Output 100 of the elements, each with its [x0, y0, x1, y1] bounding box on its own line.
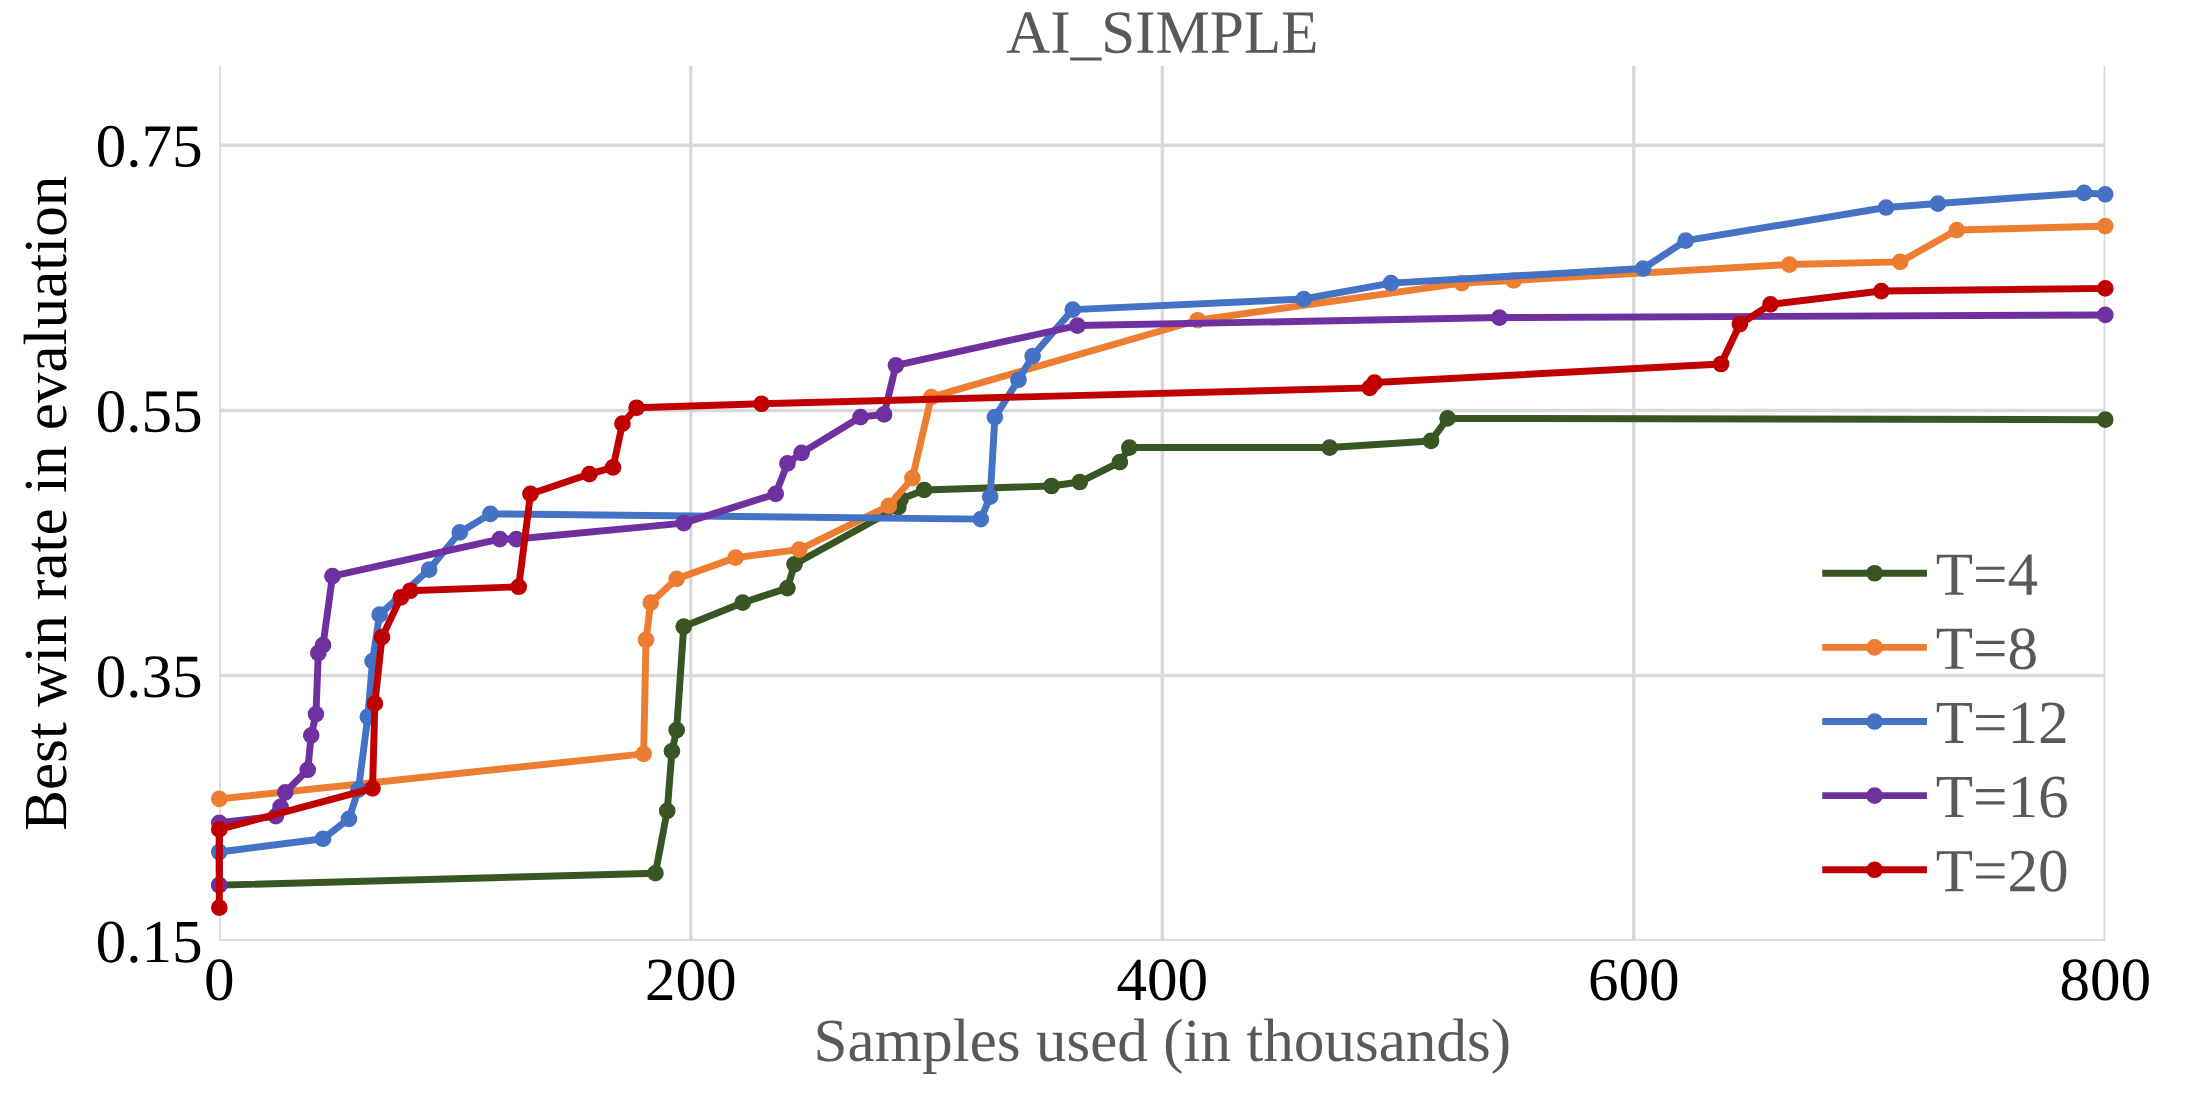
point — [1872, 282, 1890, 300]
point — [663, 742, 681, 760]
x-tick-label: 800 — [2061, 959, 2149, 1001]
point — [972, 510, 990, 528]
y-tick-label: 0.15 — [98, 921, 201, 963]
point — [1948, 221, 1966, 239]
point — [727, 549, 744, 566]
point — [314, 830, 332, 848]
legend-label: T=20 — [1936, 850, 2067, 892]
point — [314, 636, 332, 654]
point — [1043, 477, 1060, 495]
point — [642, 594, 660, 612]
x-axis-title: Samples used (in thousands) — [817, 1018, 1509, 1074]
point — [1491, 309, 1508, 326]
point — [852, 408, 869, 426]
point — [786, 555, 803, 573]
legend-label: T=4 — [1936, 554, 2038, 595]
point — [1111, 453, 1129, 471]
point — [1295, 290, 1313, 308]
point — [522, 485, 539, 503]
point — [1731, 315, 1749, 333]
point — [1712, 355, 1730, 373]
point — [210, 899, 228, 917]
point — [628, 399, 645, 417]
point — [2096, 217, 2114, 235]
point — [668, 721, 685, 739]
point — [647, 864, 664, 882]
point — [373, 628, 391, 646]
chart-title: AI_SIMPLE — [1006, 12, 1316, 61]
point — [210, 821, 228, 838]
point — [1929, 195, 1947, 212]
y-axis-title: Best win rate in evaluation — [23, 176, 67, 830]
point — [210, 790, 228, 808]
point — [635, 745, 652, 763]
point — [340, 810, 358, 828]
point — [1321, 439, 1339, 456]
point — [1781, 256, 1798, 273]
point — [915, 481, 933, 499]
x-tick-label: 400 — [1117, 959, 1206, 1001]
y-tick-label: 0.35 — [98, 656, 201, 698]
point — [604, 459, 622, 476]
legend-label: T=16 — [1936, 776, 2067, 818]
point — [364, 780, 381, 797]
point — [1891, 253, 1909, 271]
point — [371, 606, 388, 623]
point — [790, 541, 808, 558]
point — [420, 561, 438, 578]
point — [1677, 232, 1694, 250]
point — [1120, 439, 1138, 456]
point — [675, 618, 693, 635]
point — [581, 465, 598, 483]
point — [753, 395, 770, 413]
point — [1069, 317, 1086, 334]
point — [614, 415, 631, 433]
point — [482, 505, 499, 523]
x-tick-label: 200 — [647, 959, 735, 1001]
point — [2096, 306, 2114, 324]
y-tick-label: 0.55 — [98, 390, 201, 433]
point — [491, 530, 509, 548]
legend-label: T=8 — [1936, 628, 2036, 670]
x-tick-label: 0 — [206, 959, 233, 1001]
point — [307, 705, 325, 723]
point — [904, 469, 921, 487]
point — [1010, 371, 1027, 389]
point — [637, 631, 655, 649]
point — [324, 567, 341, 585]
point — [875, 406, 893, 423]
point — [401, 582, 419, 600]
point — [668, 570, 685, 588]
point — [276, 783, 294, 801]
point — [1439, 410, 1456, 427]
point — [299, 761, 317, 779]
point — [366, 695, 384, 712]
point — [779, 455, 796, 472]
point — [986, 408, 1004, 426]
point — [793, 444, 810, 462]
point — [1762, 295, 1779, 313]
point — [2096, 411, 2114, 429]
point — [451, 524, 469, 541]
point — [779, 579, 796, 597]
point — [2096, 280, 2114, 297]
point — [734, 594, 751, 612]
point — [767, 485, 784, 503]
point — [1877, 199, 1895, 216]
point — [510, 578, 528, 596]
point — [675, 514, 693, 532]
point — [2096, 185, 2114, 203]
legend-label: T=12 — [1936, 702, 2066, 743]
point — [1071, 473, 1089, 491]
point — [1422, 432, 1440, 450]
x-tick-label: 600 — [1590, 959, 1678, 1001]
point — [1024, 347, 1041, 365]
point — [887, 356, 905, 374]
point — [981, 488, 999, 505]
point — [2075, 184, 2093, 202]
y-tick-label: 0.75 — [98, 125, 201, 168]
point — [1634, 260, 1652, 277]
point — [1382, 274, 1400, 292]
point — [1064, 301, 1082, 318]
point — [658, 802, 676, 820]
